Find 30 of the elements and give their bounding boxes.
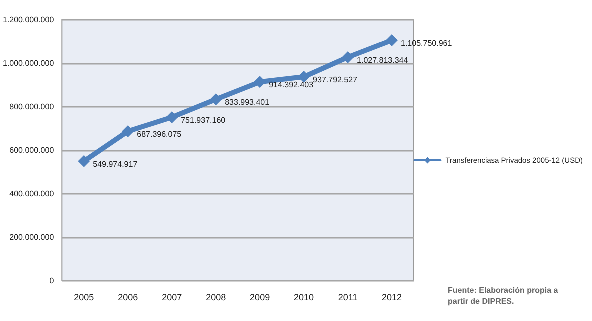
data-label: 751.937.160 xyxy=(181,116,226,125)
y-tick-label: 1.000.000.000 xyxy=(2,59,55,68)
point xyxy=(386,34,398,46)
x-tick-label: 2012 xyxy=(382,292,402,302)
x-tick-label: 2007 xyxy=(162,292,182,302)
data-label: 1.105.750.961 xyxy=(401,39,453,48)
data-label: 549.974.917 xyxy=(93,160,138,169)
point xyxy=(122,125,134,138)
point xyxy=(78,155,90,168)
data-label: 687.396.075 xyxy=(137,130,182,139)
y-tick-label: 800.000.000 xyxy=(10,102,55,112)
source-note: Fuente: Elaboración propia a partir de DIPRES. xyxy=(448,286,560,306)
x-tick-label: 2008 xyxy=(206,292,226,302)
x-tick-label: 2009 xyxy=(250,292,270,302)
x-tick-label: 2011 xyxy=(338,292,358,302)
point xyxy=(210,94,222,106)
point xyxy=(166,111,178,124)
data-label: 914.392.403 xyxy=(269,80,314,90)
y-tick-label: 200.000.000 xyxy=(10,233,55,242)
x-tick-label: 2010 xyxy=(294,292,314,302)
point xyxy=(342,51,354,64)
data-label: 833.993.401 xyxy=(225,98,270,108)
y-tick-label: 1.200.000.000 xyxy=(2,16,55,24)
y-tick-label: 0 xyxy=(50,276,55,286)
x-tick-label: 2006 xyxy=(118,292,138,302)
y-tick-label: 400.000.000 xyxy=(10,190,55,198)
y-tick-label: 600.000.000 xyxy=(10,146,55,155)
data-label: 937.792.527 xyxy=(313,76,358,85)
data-label: 1.027.813.344 xyxy=(357,56,409,65)
x-tick-label: 2005 xyxy=(74,292,94,302)
